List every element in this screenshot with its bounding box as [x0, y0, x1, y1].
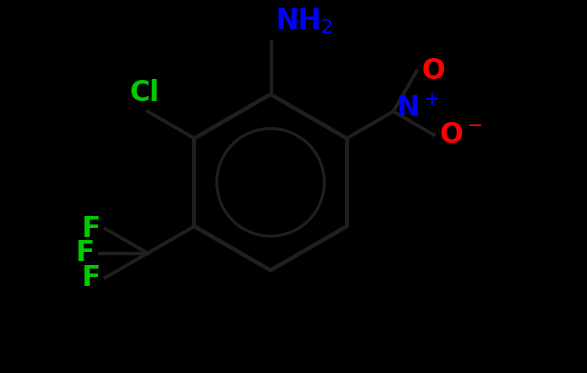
Text: Cl: Cl [130, 79, 160, 107]
Text: O: O [421, 57, 445, 85]
Text: F: F [82, 215, 100, 243]
Text: F: F [75, 239, 94, 267]
Text: F: F [82, 264, 100, 292]
Text: O$^-$: O$^-$ [439, 121, 483, 149]
Text: N$^+$: N$^+$ [396, 95, 440, 123]
Text: NH$_2$: NH$_2$ [275, 6, 334, 35]
